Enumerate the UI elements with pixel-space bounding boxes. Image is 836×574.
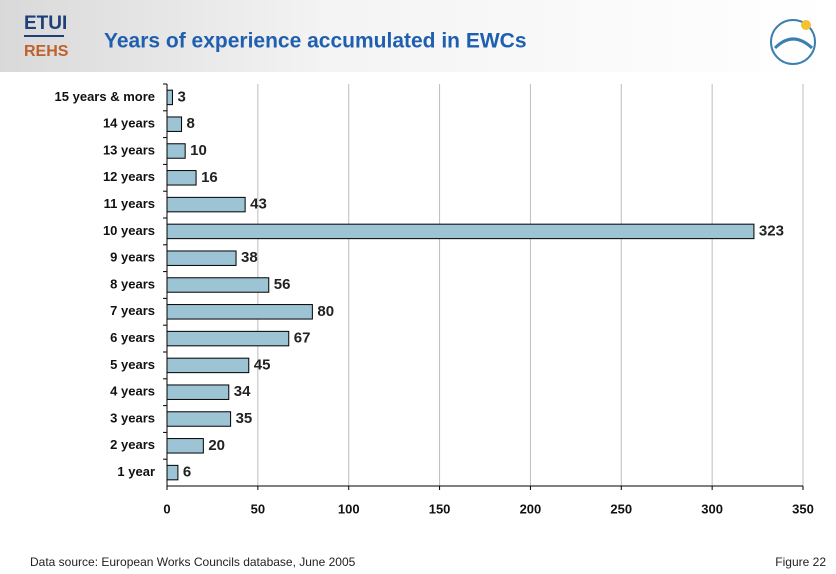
y-tick-label: 6 years: [110, 330, 155, 345]
bar: [167, 465, 178, 479]
y-tick-label: 3 years: [110, 410, 155, 425]
y-tick-label: 2 years: [110, 437, 155, 452]
y-tick-label: 13 years: [103, 142, 155, 157]
bar: [167, 278, 269, 292]
y-tick-label: 1 year: [117, 464, 155, 479]
x-tick-label: 50: [251, 501, 265, 516]
bar: [167, 412, 231, 426]
x-tick-label: 0: [163, 501, 170, 516]
data-label: 38: [241, 249, 258, 266]
bar: [167, 385, 229, 399]
bar: [167, 197, 245, 211]
bar: [167, 439, 203, 453]
x-tick-label: 100: [338, 501, 360, 516]
data-label: 20: [208, 437, 225, 454]
x-tick-label: 150: [429, 501, 451, 516]
bar: [167, 331, 289, 345]
logo-top: ETUI: [24, 13, 67, 34]
y-tick-label: 14 years: [103, 116, 155, 131]
data-label: 80: [317, 303, 334, 320]
data-label: 3: [177, 88, 185, 105]
y-tick-label: 9 years: [110, 250, 155, 265]
y-tick-label: 4 years: [110, 384, 155, 399]
data-label: 56: [274, 276, 291, 293]
data-label: 16: [201, 169, 218, 186]
figure-number: Figure 22: [775, 555, 826, 569]
data-label: 6: [183, 464, 191, 481]
bar: [167, 144, 185, 158]
y-tick-label: 12 years: [103, 169, 155, 184]
y-tick-label: 11 years: [104, 196, 155, 211]
bar: [167, 224, 754, 238]
bar: [167, 305, 312, 319]
x-tick-label: 300: [701, 501, 723, 516]
data-label: 34: [234, 383, 251, 400]
logo-bottom: REHS: [24, 43, 69, 60]
chart: ETUI REHS Years of experience accumulate…: [0, 0, 836, 574]
y-tick-label: 7 years: [110, 303, 155, 318]
x-tick-label: 200: [520, 501, 542, 516]
bar: [167, 117, 182, 131]
data-label: 67: [294, 330, 311, 347]
bar: [167, 358, 249, 372]
data-label: 43: [250, 196, 267, 213]
x-tick-label: 250: [610, 501, 632, 516]
x-tick-label: 350: [792, 501, 814, 516]
data-label: 8: [187, 115, 195, 132]
bar: [167, 90, 172, 104]
bar: [167, 251, 236, 265]
data-label: 35: [236, 410, 253, 427]
y-tick-label: 5 years: [110, 357, 155, 372]
y-tick-label: 8 years: [110, 276, 155, 291]
source-note: Data source: European Works Councils dat…: [30, 555, 356, 569]
chart-title: Years of experience accumulated in EWCs: [104, 30, 527, 53]
data-label: 323: [759, 222, 784, 239]
data-label: 45: [254, 356, 271, 373]
data-label: 10: [190, 142, 207, 159]
y-tick-label: 15 years & more: [55, 89, 155, 104]
y-tick-label: 10 years: [103, 223, 155, 238]
bar: [167, 171, 196, 185]
